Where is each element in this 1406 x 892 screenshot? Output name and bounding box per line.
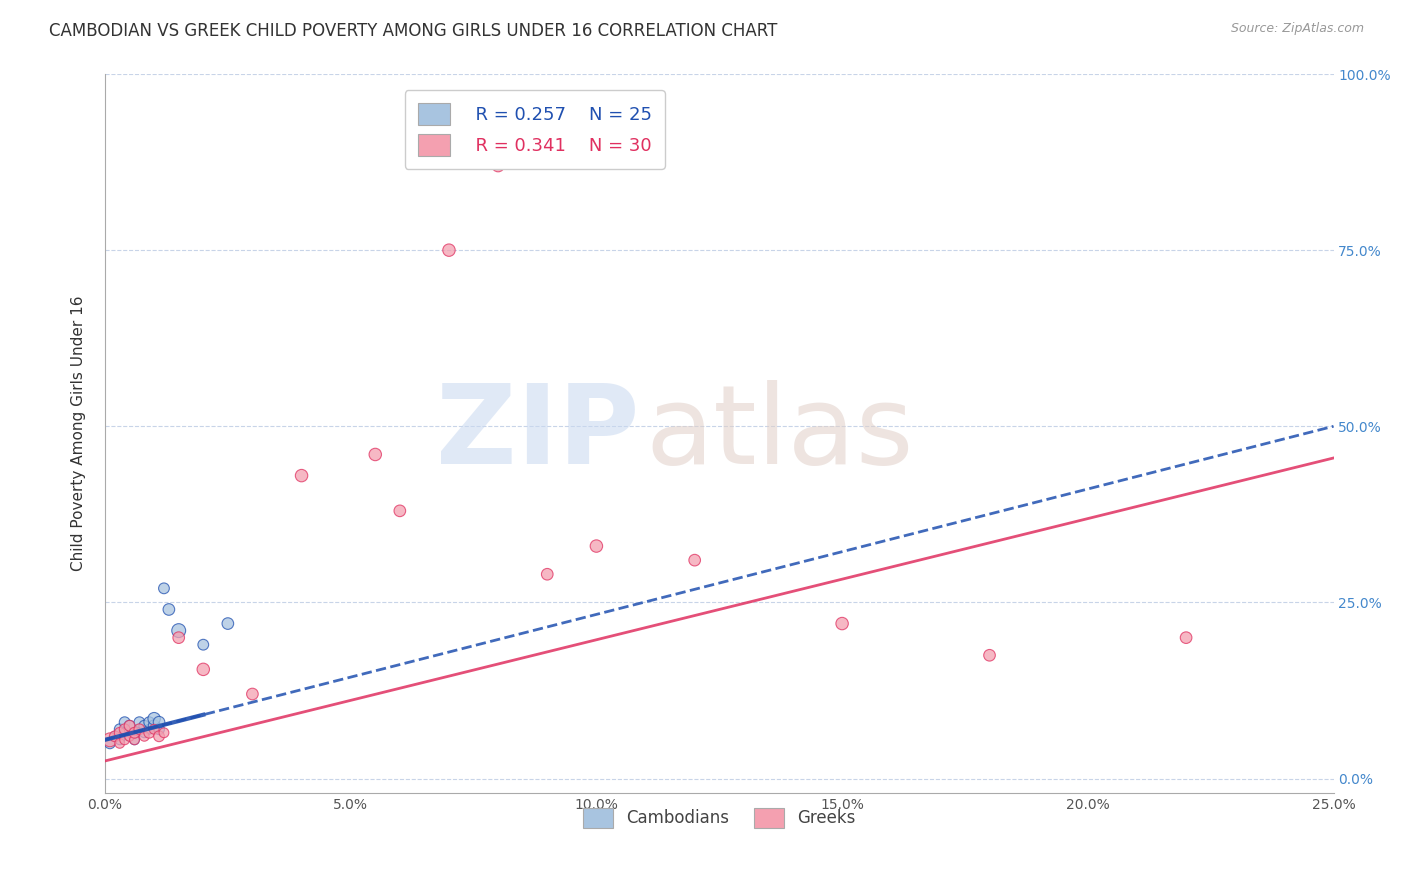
Point <box>143 723 166 737</box>
Point <box>104 729 127 743</box>
Point <box>114 725 136 739</box>
Text: CAMBODIAN VS GREEK CHILD POVERTY AMONG GIRLS UNDER 16 CORRELATION CHART: CAMBODIAN VS GREEK CHILD POVERTY AMONG G… <box>49 22 778 40</box>
Point <box>585 539 607 553</box>
Point <box>124 732 146 747</box>
Point <box>217 616 239 631</box>
Point <box>1175 631 1198 645</box>
Point <box>128 723 150 737</box>
Point <box>193 662 215 676</box>
Point <box>831 616 853 631</box>
Point <box>143 719 166 733</box>
Point <box>290 468 312 483</box>
Point <box>114 715 136 730</box>
Point <box>683 553 706 567</box>
Point <box>167 631 190 645</box>
Point <box>118 719 141 733</box>
Point <box>143 712 166 726</box>
Point <box>134 719 156 733</box>
Point <box>486 159 509 173</box>
Point <box>98 736 121 750</box>
Point <box>536 567 558 582</box>
Point <box>108 732 131 747</box>
Point <box>124 732 146 747</box>
Point <box>364 447 387 461</box>
Point <box>118 729 141 743</box>
Point <box>114 732 136 747</box>
Point <box>118 719 141 733</box>
Point <box>388 504 411 518</box>
Point <box>114 723 136 737</box>
Point <box>128 715 150 730</box>
Point <box>138 715 160 730</box>
Point <box>979 648 1001 663</box>
Point <box>153 582 176 596</box>
Point <box>148 715 170 730</box>
Point <box>108 725 131 739</box>
Text: atlas: atlas <box>645 380 914 487</box>
Point <box>148 729 170 743</box>
Point <box>167 624 190 638</box>
Y-axis label: Child Poverty Among Girls Under 16: Child Poverty Among Girls Under 16 <box>72 295 86 571</box>
Point <box>124 725 146 739</box>
Point <box>193 638 215 652</box>
Point <box>134 729 156 743</box>
Point <box>157 602 180 616</box>
Point <box>242 687 264 701</box>
Legend: Cambodians, Greeks: Cambodians, Greeks <box>576 801 862 835</box>
Point <box>138 725 160 739</box>
Text: Source: ZipAtlas.com: Source: ZipAtlas.com <box>1230 22 1364 36</box>
Point <box>98 732 121 747</box>
Point <box>128 723 150 737</box>
Point <box>134 725 156 739</box>
Point <box>108 723 131 737</box>
Point <box>437 243 460 257</box>
Text: ZIP: ZIP <box>436 380 640 487</box>
Point <box>153 725 176 739</box>
Point <box>108 736 131 750</box>
Point <box>148 723 170 737</box>
Point <box>124 725 146 739</box>
Point <box>104 729 127 743</box>
Point <box>138 723 160 737</box>
Point <box>118 729 141 743</box>
